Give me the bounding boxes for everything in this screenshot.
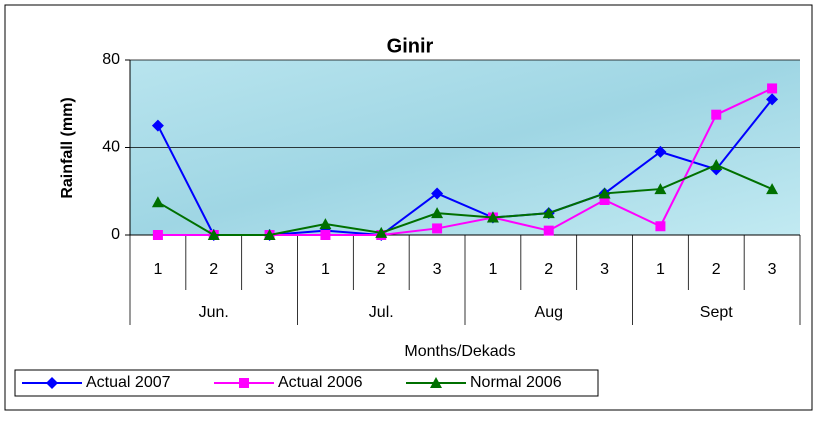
marker [320,230,330,240]
marker [239,378,249,388]
legend-label: Actual 2006 [278,374,363,391]
x-tick-label: 2 [544,261,553,278]
y-tick-label: 40 [102,139,120,156]
x-tick-label: 2 [712,261,721,278]
legend-label: Normal 2006 [470,374,562,391]
legend-label: Actual 2007 [86,374,171,391]
marker [432,223,442,233]
x-tick-label: 2 [377,261,386,278]
x-axis-label: Months/Dekads [404,343,515,360]
x-tick-label: 1 [488,261,497,278]
chart: Ginir Rainfall (mm) Months/Dekads 0 40 80 1… [0,0,819,418]
y-tick-label: 80 [102,51,120,68]
y-tick-label: 0 [111,226,120,243]
marker [655,221,665,231]
y-axis-label: Rainfall (mm) [59,97,76,198]
x-tick-label: 1 [656,261,665,278]
x-group-label: Sept [700,304,733,321]
x-tick-label: 1 [153,261,162,278]
x-tick-label: 2 [209,261,218,278]
x-tick-label: 3 [265,261,274,278]
x-tick-label: 3 [433,261,442,278]
x-tick-label: 3 [600,261,609,278]
x-tick-label: 3 [768,261,777,278]
x-group-label: Aug [535,304,563,321]
x-tick-label: 1 [321,261,330,278]
marker [544,226,554,236]
x-group-label: Jun. [199,304,229,321]
marker [153,230,163,240]
marker [767,83,777,93]
chart-title: Ginir [387,35,434,57]
x-group-label: Jul. [369,304,394,321]
marker [711,110,721,120]
page: {"chart_data": {"type": "line", "title":… [0,0,819,423]
